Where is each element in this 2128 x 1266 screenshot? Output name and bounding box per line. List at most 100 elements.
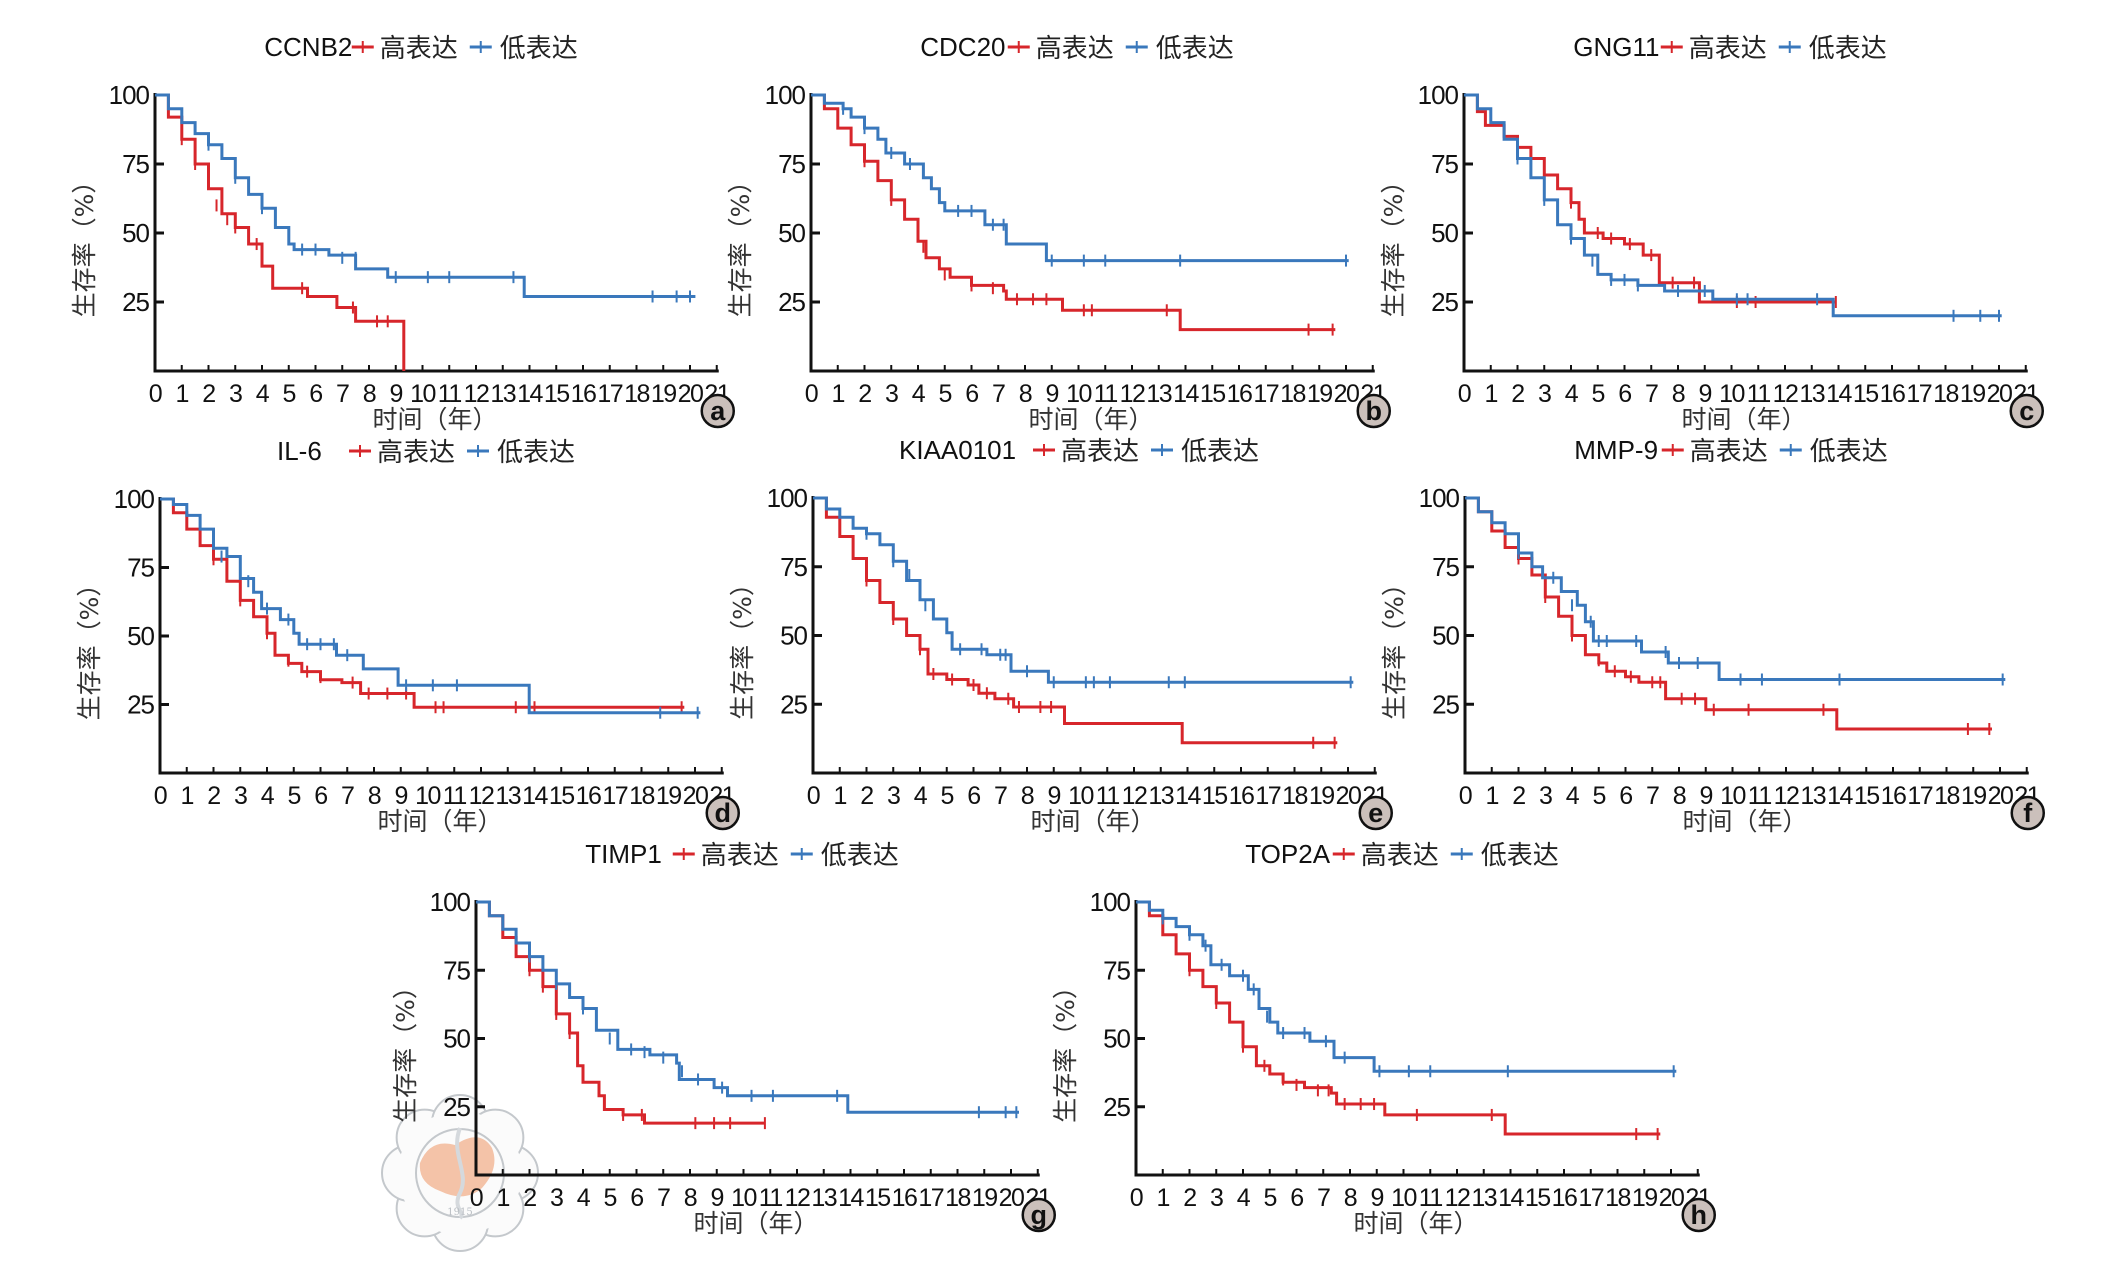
legend-high-label: 高表达 bbox=[1361, 841, 1439, 871]
km-curve bbox=[1136, 900, 1677, 1073]
x-tick-label: 13 bbox=[811, 1184, 836, 1212]
x-tick-label: 9 bbox=[1371, 1184, 1384, 1212]
x-tick-label: 8 bbox=[368, 782, 381, 810]
series-high bbox=[155, 93, 406, 371]
x-tick-label: 14 bbox=[1827, 782, 1853, 810]
legend-low-label: 低表达 bbox=[497, 438, 575, 468]
x-tick-label: 20 bbox=[999, 1184, 1024, 1212]
x-tick-label: 17 bbox=[602, 782, 627, 810]
x-tick-label: 12 bbox=[785, 1184, 810, 1212]
x-tick-label: 18 bbox=[1934, 782, 1959, 810]
x-tick-label: 16 bbox=[1880, 380, 1905, 408]
x-tick-label: 1 bbox=[832, 380, 845, 408]
x-tick-label: 9 bbox=[711, 1184, 724, 1212]
series-high bbox=[1136, 900, 1661, 1141]
x-tick-label: 5 bbox=[941, 782, 954, 810]
panel-badge-circle bbox=[2010, 795, 2045, 831]
y-tick-label: 25 bbox=[1432, 689, 1459, 719]
x-tick-label: 3 bbox=[550, 1184, 563, 1212]
panel-badge-letter: g bbox=[1031, 1200, 1048, 1230]
x-tick-label: 11 bbox=[1419, 1184, 1443, 1212]
panel-badge-circle bbox=[705, 795, 740, 831]
x-tick-label: 19 bbox=[1307, 380, 1332, 408]
x-tick-label: 10 bbox=[1719, 380, 1744, 408]
legend-high-label: 高表达 bbox=[1690, 437, 1768, 467]
panel-badge-letter: a bbox=[710, 396, 726, 426]
x-tick-label: 3 bbox=[1210, 1184, 1223, 1212]
x-tick-label: 20 bbox=[1988, 782, 2013, 810]
km-curve bbox=[1464, 93, 1836, 304]
series-low bbox=[155, 93, 696, 303]
km-curve bbox=[813, 496, 1354, 684]
panel-title-gene: TIMP1 bbox=[585, 839, 662, 869]
x-tick-label: 15 bbox=[544, 380, 569, 408]
legend-low-label: 低表达 bbox=[1156, 34, 1234, 64]
x-tick-label: 14 bbox=[522, 782, 548, 810]
y-tick-label: 50 bbox=[1432, 621, 1459, 651]
x-tick-label: 12 bbox=[1120, 380, 1145, 408]
y-tick-label: 75 bbox=[1103, 955, 1130, 985]
x-tick-label: 19 bbox=[972, 1184, 997, 1212]
km-curve bbox=[1465, 496, 1992, 731]
series-low bbox=[1136, 900, 1677, 1078]
y-tick-label: 25 bbox=[443, 1092, 470, 1122]
x-axis-title: 时间（年） bbox=[1030, 807, 1155, 836]
legend: GNG11 高表达 低表达 bbox=[1573, 32, 1887, 64]
panel-badge-circle bbox=[1681, 1197, 1716, 1233]
x-tick-label: 9 bbox=[1699, 380, 1712, 408]
x-tick-label: 5 bbox=[283, 380, 296, 408]
x-tick-label: 20 bbox=[683, 782, 708, 810]
x-tick-label: 19 bbox=[656, 782, 681, 810]
legend-high-label: 高表达 bbox=[701, 841, 779, 871]
legend: KIAA0101 高表达 低表达 bbox=[899, 435, 1259, 467]
legend: TOP2A 高表达 低表达 bbox=[1245, 839, 1559, 871]
x-tick-label: 15 bbox=[1525, 1184, 1550, 1212]
x-tick-label: 9 bbox=[1046, 380, 1059, 408]
x-tick-label: 4 bbox=[256, 380, 270, 408]
x-tick-label: 5 bbox=[604, 1184, 617, 1212]
x-tick-label: 18 bbox=[1933, 380, 1958, 408]
x-tick-label: 8 bbox=[684, 1184, 697, 1212]
x-tick-label: 13 bbox=[1471, 1184, 1496, 1212]
x-tick-label: 17 bbox=[1578, 1184, 1603, 1212]
legend-low-label: 低表达 bbox=[500, 34, 578, 64]
x-tick-label: 9 bbox=[390, 380, 403, 408]
km-curve bbox=[476, 900, 1019, 1114]
legend-high-label: 高表达 bbox=[1061, 437, 1139, 467]
x-tick-label: 12 bbox=[469, 782, 494, 810]
x-tick-label: 14 bbox=[1175, 782, 1201, 810]
panel-title-gene: IL-6 bbox=[277, 436, 322, 466]
x-tick-label: 7 bbox=[657, 1184, 670, 1212]
x-tick-label: 6 bbox=[309, 380, 322, 408]
series-high bbox=[160, 497, 685, 714]
series-high bbox=[476, 900, 766, 1130]
x-tick-label: 19 bbox=[1961, 782, 1986, 810]
series-high bbox=[1464, 93, 1837, 308]
x-tick-label: 1 bbox=[1485, 380, 1498, 408]
x-tick-label: 5 bbox=[288, 782, 301, 810]
y-tick-label: 100 bbox=[765, 80, 806, 110]
legend: CDC20 高表达 低表达 bbox=[920, 32, 1234, 64]
x-tick-label: 14 bbox=[517, 380, 543, 408]
x-tick-label: 10 bbox=[410, 380, 435, 408]
series-high bbox=[1465, 496, 1992, 735]
x-axis-title: 时间（年） bbox=[1353, 1209, 1478, 1238]
x-tick-label: 13 bbox=[490, 380, 515, 408]
x-tick-label: 4 bbox=[261, 782, 275, 810]
x-tick-label: 13 bbox=[1799, 380, 1824, 408]
x-tick-label: 3 bbox=[1538, 380, 1551, 408]
x-tick-label: 5 bbox=[1264, 1184, 1277, 1212]
x-tick-label: 14 bbox=[1498, 1184, 1524, 1212]
x-tick-label: 18 bbox=[1605, 1184, 1630, 1212]
x-tick-label: 3 bbox=[887, 782, 900, 810]
y-axis-title: 生存率（%） bbox=[726, 169, 755, 318]
x-tick-label: 5 bbox=[1593, 782, 1606, 810]
series-low bbox=[811, 93, 1349, 267]
x-tick-label: 12 bbox=[1774, 782, 1799, 810]
y-tick-label: 75 bbox=[443, 955, 470, 985]
